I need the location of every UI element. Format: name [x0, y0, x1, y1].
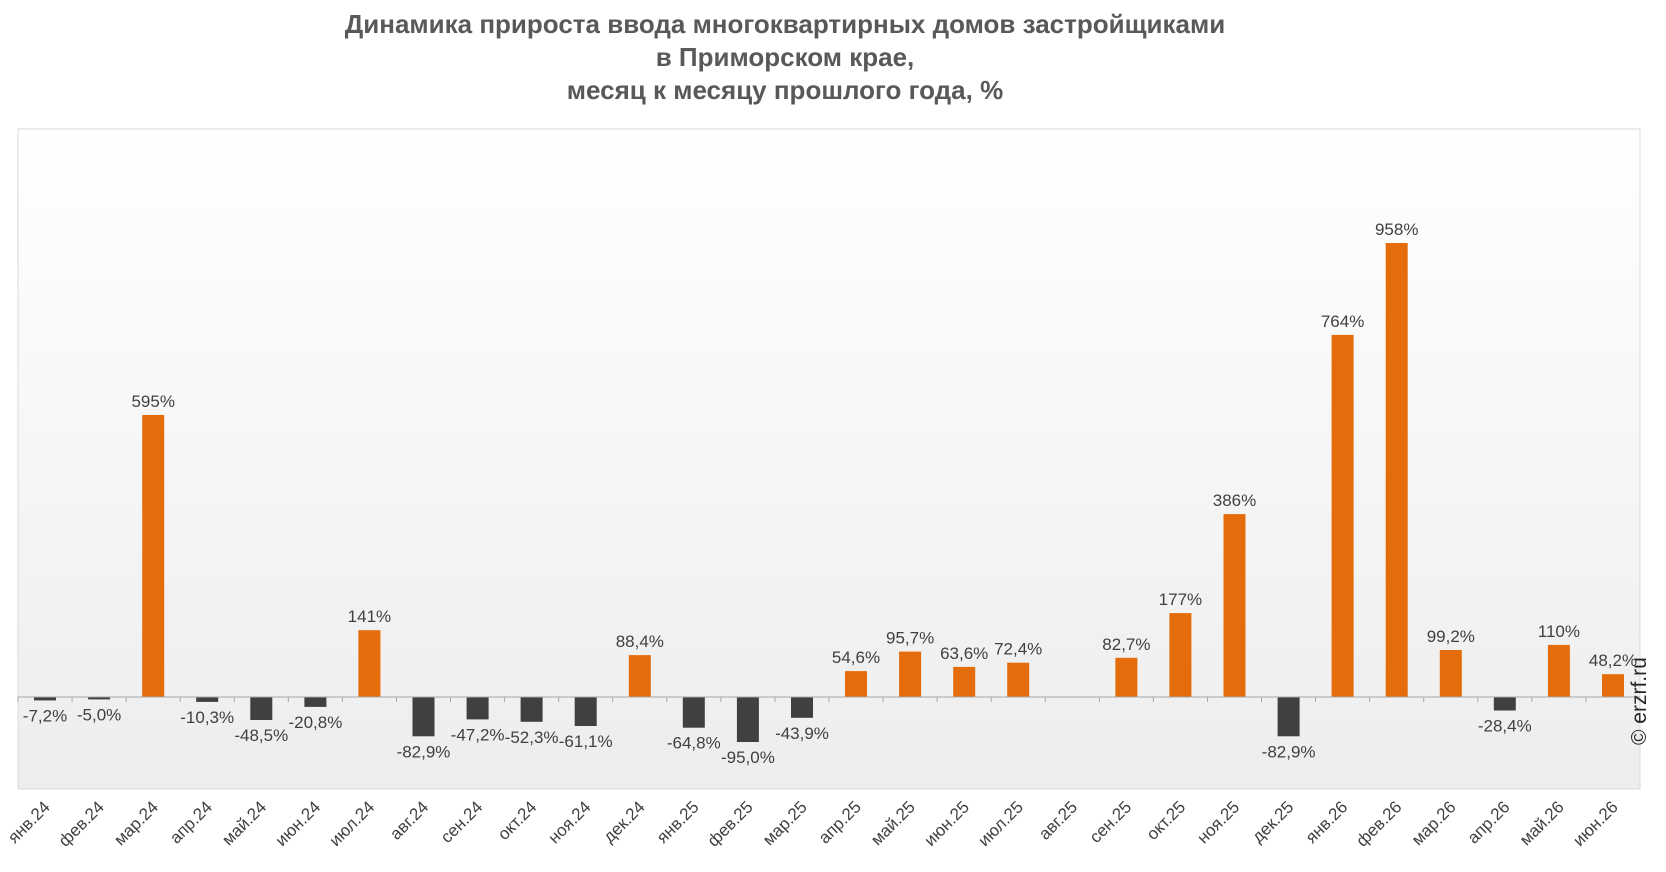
x-tick-label-май.24: май.24 [218, 797, 270, 849]
x-tick-label-дек.24: дек.24 [600, 797, 649, 846]
value-label-апр.24: -10,3% [180, 708, 234, 727]
value-label-мар.26: 99,2% [1427, 627, 1475, 646]
x-tick-label-фев.25: фев.25 [704, 797, 757, 850]
value-labels-group: -7,2% -5,0% 595% -10,3%-48,5%-20,8% 141% -82,… [23, 220, 1637, 767]
bar-май.24 [250, 697, 273, 720]
bar-фев.26 [1385, 243, 1408, 697]
bar-апр.24 [196, 697, 219, 702]
chart-title: Динамика прироста ввода многоквартирных … [0, 8, 1570, 107]
value-label-ноя.24: -61,1% [559, 732, 613, 751]
bar-сен.25 [1115, 657, 1138, 697]
value-label-фев.26: 958% [1375, 220, 1418, 239]
x-tick-label-окт.25: окт.25 [1143, 797, 1189, 843]
bar-янв.25 [682, 697, 705, 728]
x-tick-label-май.26: май.26 [1516, 797, 1568, 849]
bar-май.25 [899, 651, 922, 697]
value-label-янв.24: -7,2% [23, 706, 67, 725]
value-label-дек.24: 88,4% [616, 632, 664, 651]
value-label-сен.24: -47,2% [451, 725, 505, 744]
value-label-окт.24: -52,3% [505, 728, 559, 747]
value-label-фев.24: -5,0% [77, 705, 121, 724]
bar-окт.24 [520, 697, 543, 722]
x-tick-label-фев.26: фев.26 [1352, 797, 1405, 850]
x-tick-label-янв.24: янв.24 [4, 797, 54, 847]
value-label-май.25: 95,7% [886, 629, 934, 648]
watermark: © erzrf.ru [1628, 657, 1651, 745]
bar-мар.24 [142, 415, 165, 697]
x-tick-label-июн.24: июн.24 [272, 797, 325, 850]
bar-фев.25 [736, 697, 759, 742]
x-tick-label-авг.24: авг.24 [386, 797, 432, 843]
chart-title-line-1: Динамика прироста ввода многоквартирных … [344, 9, 1226, 39]
bar-апр.26 [1493, 697, 1516, 711]
value-label-апр.26: -28,4% [1478, 717, 1532, 736]
bars-group [34, 243, 1624, 742]
x-tick-label-апр.25: апр.25 [815, 797, 865, 847]
value-label-фев.25: -95,0% [721, 748, 775, 767]
value-label-дек.25: -82,9% [1262, 742, 1316, 761]
bar-дек.25 [1277, 697, 1300, 737]
bar-фев.24 [88, 697, 111, 700]
bar-июн.25 [953, 666, 976, 697]
bar-июл.25 [1007, 662, 1030, 697]
bar-авг.24 [412, 697, 435, 737]
bar-июл.24 [358, 630, 381, 697]
x-tick-label-ноя.24: ноя.24 [545, 797, 595, 847]
value-label-июл.25: 72,4% [994, 640, 1042, 659]
value-label-окт.25: 177% [1159, 590, 1202, 609]
chart-title-line-3: месяц к месяцу прошлого года, % [566, 75, 1004, 105]
x-tick-label-апр.24: апр.24 [166, 797, 216, 847]
x-tick-label-авг.25: авг.25 [1035, 797, 1081, 843]
x-tick-label-июл.25: июл.25 [974, 797, 1027, 850]
bar-июн.26 [1602, 674, 1624, 697]
bar-окт.25 [1169, 613, 1192, 697]
x-tick-label-окт.24: окт.24 [494, 797, 540, 843]
bar-янв.24 [34, 697, 56, 701]
x-tick-label-мар.25: мар.25 [759, 797, 811, 849]
x-tick-label-апр.26: апр.26 [1464, 797, 1514, 847]
x-tick-label-мар.26: мар.26 [1408, 797, 1460, 849]
x-tick-label-май.25: май.25 [867, 797, 919, 849]
value-label-янв.26: 764% [1321, 312, 1364, 331]
bar-мар.26 [1439, 650, 1462, 697]
value-label-мар.24: 595% [131, 392, 174, 411]
value-label-июн.24: -20,8% [288, 713, 342, 732]
x-tick-label-янв.26: янв.26 [1302, 797, 1352, 847]
chart-title-line-2: в Приморском крае, [655, 42, 915, 72]
bar-ноя.25 [1223, 514, 1246, 697]
value-label-июн.25: 63,6% [940, 644, 988, 663]
bar-янв.26 [1331, 334, 1354, 697]
x-tick-label-фев.24: фев.24 [55, 797, 108, 850]
value-label-июн.26: 48,2% [1589, 651, 1637, 670]
x-tick-label-сен.24: сен.24 [437, 797, 486, 846]
bar-май.26 [1547, 644, 1570, 697]
plot-area [17, 128, 1641, 790]
bar-апр.25 [845, 671, 867, 697]
value-label-мар.25: -43,9% [775, 724, 829, 743]
value-label-май.24: -48,5% [234, 726, 288, 745]
x-tick-label-ноя.25: ноя.25 [1193, 797, 1243, 847]
value-label-сен.25: 82,7% [1102, 635, 1150, 654]
x-tick-label-мар.24: мар.24 [110, 797, 162, 849]
x-tick-label-дек.25: дек.25 [1248, 797, 1297, 846]
value-label-ноя.25: 386% [1213, 491, 1256, 510]
value-label-май.26: 110% [1538, 622, 1580, 641]
x-tick-label-июл.24: июл.24 [326, 797, 379, 850]
bar-дек.24 [628, 655, 651, 697]
value-label-янв.25: -64,8% [667, 734, 721, 753]
bar-сен.24 [466, 697, 489, 720]
bar-мар.25 [791, 697, 813, 718]
x-tick-label-сен.25: сен.25 [1086, 797, 1135, 846]
x-tick-labels-group: янв.24 фев.24 мар.24 апр.24 май.24 июн.24 июл.… [4, 797, 1622, 850]
bar-июн.24 [304, 697, 327, 707]
x-tick-label-янв.25: янв.25 [653, 797, 703, 847]
value-label-авг.24: -82,9% [397, 742, 451, 761]
bar-ноя.24 [574, 697, 597, 726]
value-label-июл.24: 141% [348, 607, 391, 626]
x-tick-label-июн.26: июн.26 [1569, 797, 1622, 850]
value-label-апр.25: 54,6% [832, 648, 880, 667]
x-tick-label-июн.25: июн.25 [921, 797, 974, 850]
x-axis [17, 696, 1640, 702]
